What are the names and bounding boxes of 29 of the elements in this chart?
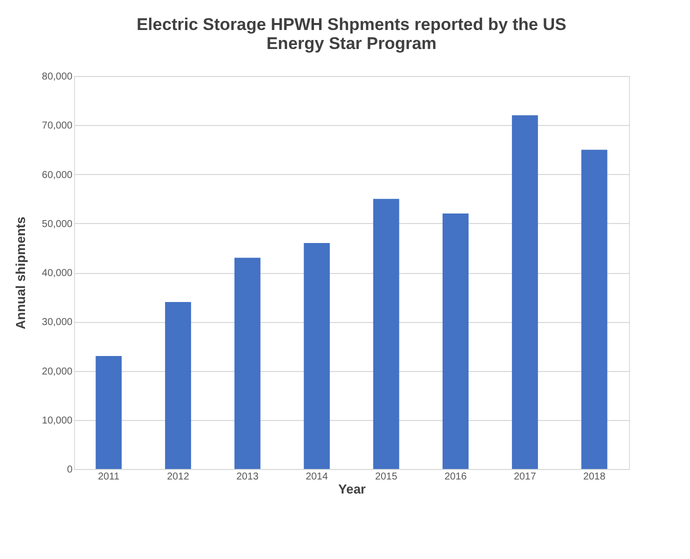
- bar: [165, 302, 192, 469]
- x-tick-label: 2012: [166, 472, 190, 482]
- y-tick-label: 50,000: [42, 218, 73, 230]
- bar: [96, 356, 122, 469]
- x-tick-label: 2017: [514, 472, 536, 482]
- x-tick-label: 2018: [583, 472, 606, 482]
- text: Electric Storage HPWH Shpments reported by the US: [136, 15, 566, 34]
- bar: [373, 198, 400, 469]
- y-tick-label: 70,000: [42, 120, 73, 132]
- y-tick-label: 60,000: [42, 170, 73, 181]
- y-tick-label: 20,000: [42, 366, 73, 378]
- x-tick-label: 2013: [236, 472, 259, 482]
- y-tick-label: 0: [66, 464, 73, 476]
- x-axis-title: Year: [338, 482, 366, 496]
- x-tick-label: 2016: [444, 472, 468, 482]
- bar: [234, 258, 260, 469]
- text: Energy Star Program: [266, 34, 437, 53]
- y-tick-label: 40,000: [42, 268, 73, 279]
- bar: [442, 214, 469, 469]
- bar: [512, 115, 538, 469]
- y-axis-title: Annual shipments: [12, 216, 28, 330]
- y-tick-label: 10,000: [42, 415, 73, 426]
- bar: [304, 243, 330, 469]
- y-tick-label: 80,000: [42, 72, 73, 82]
- x-tick-label: 2015: [375, 472, 398, 482]
- bar: [581, 150, 608, 469]
- y-tick-label: 30,000: [42, 317, 73, 328]
- x-tick-label: 2011: [98, 472, 120, 482]
- x-tick-label: 2014: [306, 472, 328, 482]
